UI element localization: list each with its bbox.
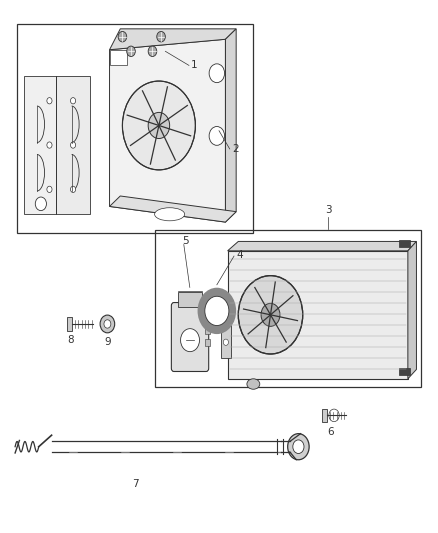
Circle shape <box>223 313 229 319</box>
Circle shape <box>261 303 280 326</box>
Circle shape <box>148 46 157 56</box>
Circle shape <box>71 142 76 148</box>
Ellipse shape <box>155 208 185 221</box>
Circle shape <box>288 434 309 460</box>
Circle shape <box>100 315 115 333</box>
Circle shape <box>205 296 229 326</box>
Ellipse shape <box>247 379 260 389</box>
Text: 9: 9 <box>104 337 111 347</box>
Circle shape <box>180 329 199 352</box>
Bar <box>17 23 253 232</box>
Text: 7: 7 <box>132 479 138 489</box>
Bar <box>205 338 210 346</box>
Circle shape <box>47 142 52 148</box>
Polygon shape <box>110 39 226 222</box>
Text: 3: 3 <box>325 205 332 215</box>
Circle shape <box>209 64 225 83</box>
Polygon shape <box>226 29 236 222</box>
Circle shape <box>238 276 303 354</box>
Circle shape <box>35 197 46 211</box>
Circle shape <box>104 320 111 328</box>
Circle shape <box>71 186 76 192</box>
Polygon shape <box>228 241 417 251</box>
Bar <box>56 76 90 214</box>
Polygon shape <box>110 29 236 50</box>
Bar <box>67 317 72 331</box>
Bar <box>399 368 410 375</box>
Text: 1: 1 <box>191 60 198 70</box>
Text: 6: 6 <box>327 427 334 438</box>
Bar <box>155 230 421 386</box>
Text: 5: 5 <box>183 237 189 246</box>
Circle shape <box>47 98 52 104</box>
Polygon shape <box>408 241 417 379</box>
Text: 2: 2 <box>232 144 239 154</box>
Bar <box>399 240 410 247</box>
Circle shape <box>199 289 235 333</box>
Bar <box>24 76 56 214</box>
Bar <box>322 409 327 422</box>
Circle shape <box>157 31 165 42</box>
Circle shape <box>122 81 195 170</box>
Bar <box>205 326 210 334</box>
Bar <box>221 301 230 358</box>
Text: 8: 8 <box>67 335 74 345</box>
Circle shape <box>127 46 135 56</box>
Circle shape <box>293 440 304 454</box>
Circle shape <box>118 31 127 42</box>
FancyBboxPatch shape <box>171 303 208 372</box>
Circle shape <box>47 186 52 192</box>
Bar <box>228 251 408 379</box>
Circle shape <box>148 112 170 139</box>
Polygon shape <box>110 196 236 222</box>
Bar <box>178 292 202 306</box>
Circle shape <box>209 126 225 146</box>
Circle shape <box>223 339 229 345</box>
Polygon shape <box>110 50 127 66</box>
Circle shape <box>329 409 339 422</box>
Text: 4: 4 <box>236 250 243 260</box>
Circle shape <box>71 98 76 104</box>
